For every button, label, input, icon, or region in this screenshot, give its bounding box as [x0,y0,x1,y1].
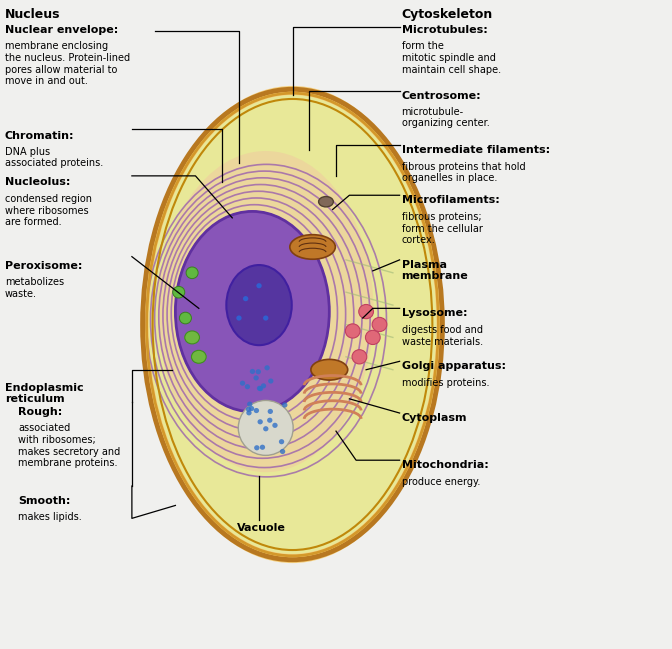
Ellipse shape [263,315,268,321]
Text: Smooth:: Smooth: [18,496,71,506]
Ellipse shape [185,331,200,344]
Ellipse shape [240,380,245,386]
Ellipse shape [246,407,251,412]
Ellipse shape [258,386,263,391]
Ellipse shape [173,286,185,298]
Ellipse shape [254,445,259,450]
Ellipse shape [257,386,262,391]
Ellipse shape [247,402,253,407]
Ellipse shape [243,296,249,301]
Text: fibrous proteins that hold
organelles in place.: fibrous proteins that hold organelles in… [402,162,526,183]
Ellipse shape [250,369,255,374]
Text: membrane enclosing
the nucleus. Protein-lined
pores allow material to
move in an: membrane enclosing the nucleus. Protein-… [5,42,130,86]
Ellipse shape [311,360,347,380]
Ellipse shape [239,400,293,456]
Text: Plasma
membrane: Plasma membrane [402,260,468,282]
Text: Vacuole: Vacuole [237,523,286,533]
Text: Nucleolus:: Nucleolus: [5,177,70,187]
Text: Nucleus: Nucleus [5,8,60,21]
Text: Cytoskeleton: Cytoskeleton [402,8,493,21]
Text: Nuclear envelope:: Nuclear envelope: [5,25,118,34]
Ellipse shape [268,378,274,384]
Text: Golgi apparatus:: Golgi apparatus: [402,361,505,371]
Ellipse shape [372,317,387,332]
Ellipse shape [143,86,442,563]
Text: fibrous proteins;
form the cellular
cortex.: fibrous proteins; form the cellular cort… [402,212,482,245]
Text: Rough:: Rough: [18,407,62,417]
Text: modifies proteins.: modifies proteins. [402,378,489,388]
Ellipse shape [158,151,374,472]
Ellipse shape [192,350,206,363]
Ellipse shape [175,212,329,411]
Text: Centrosome:: Centrosome: [402,91,481,101]
Ellipse shape [267,418,272,422]
Ellipse shape [319,197,333,207]
Ellipse shape [249,406,254,411]
Ellipse shape [290,235,335,259]
Ellipse shape [282,402,288,408]
Ellipse shape [255,369,261,374]
Text: Intermediate filaments:: Intermediate filaments: [402,145,550,155]
Text: microtubule-
organizing center.: microtubule- organizing center. [402,106,489,129]
Ellipse shape [149,95,436,554]
Text: condensed region
where ribosomes
are formed.: condensed region where ribosomes are for… [5,194,92,227]
Ellipse shape [245,384,250,389]
Ellipse shape [226,265,292,345]
Ellipse shape [246,410,251,415]
Text: DNA plus
associated proteins.: DNA plus associated proteins. [5,147,103,168]
Ellipse shape [257,419,263,424]
Text: Microfilaments:: Microfilaments: [402,195,499,205]
Text: Chromatin:: Chromatin: [5,130,74,141]
Ellipse shape [179,312,192,324]
Ellipse shape [272,422,278,428]
Text: metabolizes
waste.: metabolizes waste. [5,277,64,299]
Ellipse shape [366,330,380,345]
Ellipse shape [260,445,265,450]
Text: associated
with ribosomes;
makes secretory and
membrane proteins.: associated with ribosomes; makes secreto… [18,423,120,468]
Text: Mitochondria:: Mitochondria: [402,460,489,471]
Text: Endoplasmic
reticulum: Endoplasmic reticulum [5,383,83,404]
Text: produce energy.: produce energy. [402,477,480,487]
Text: Microtubules:: Microtubules: [402,25,487,34]
Ellipse shape [280,449,285,454]
Ellipse shape [264,365,269,371]
Ellipse shape [256,283,261,288]
Ellipse shape [186,267,198,278]
Ellipse shape [253,375,259,380]
Text: makes lipids.: makes lipids. [18,512,82,522]
Ellipse shape [279,439,284,445]
Text: digests food and
waste materials.: digests food and waste materials. [402,325,482,347]
Ellipse shape [261,384,266,389]
Ellipse shape [254,408,259,413]
Ellipse shape [359,304,374,319]
Ellipse shape [345,324,360,338]
Text: Cytoplasm: Cytoplasm [402,413,467,423]
Ellipse shape [352,350,367,364]
Ellipse shape [263,426,269,432]
Text: Peroxisome:: Peroxisome: [5,261,82,271]
Text: form the
mitotic spindle and
maintain cell shape.: form the mitotic spindle and maintain ce… [402,42,501,75]
Text: Lysosome:: Lysosome: [402,308,467,319]
Ellipse shape [237,315,242,321]
Ellipse shape [267,409,273,414]
